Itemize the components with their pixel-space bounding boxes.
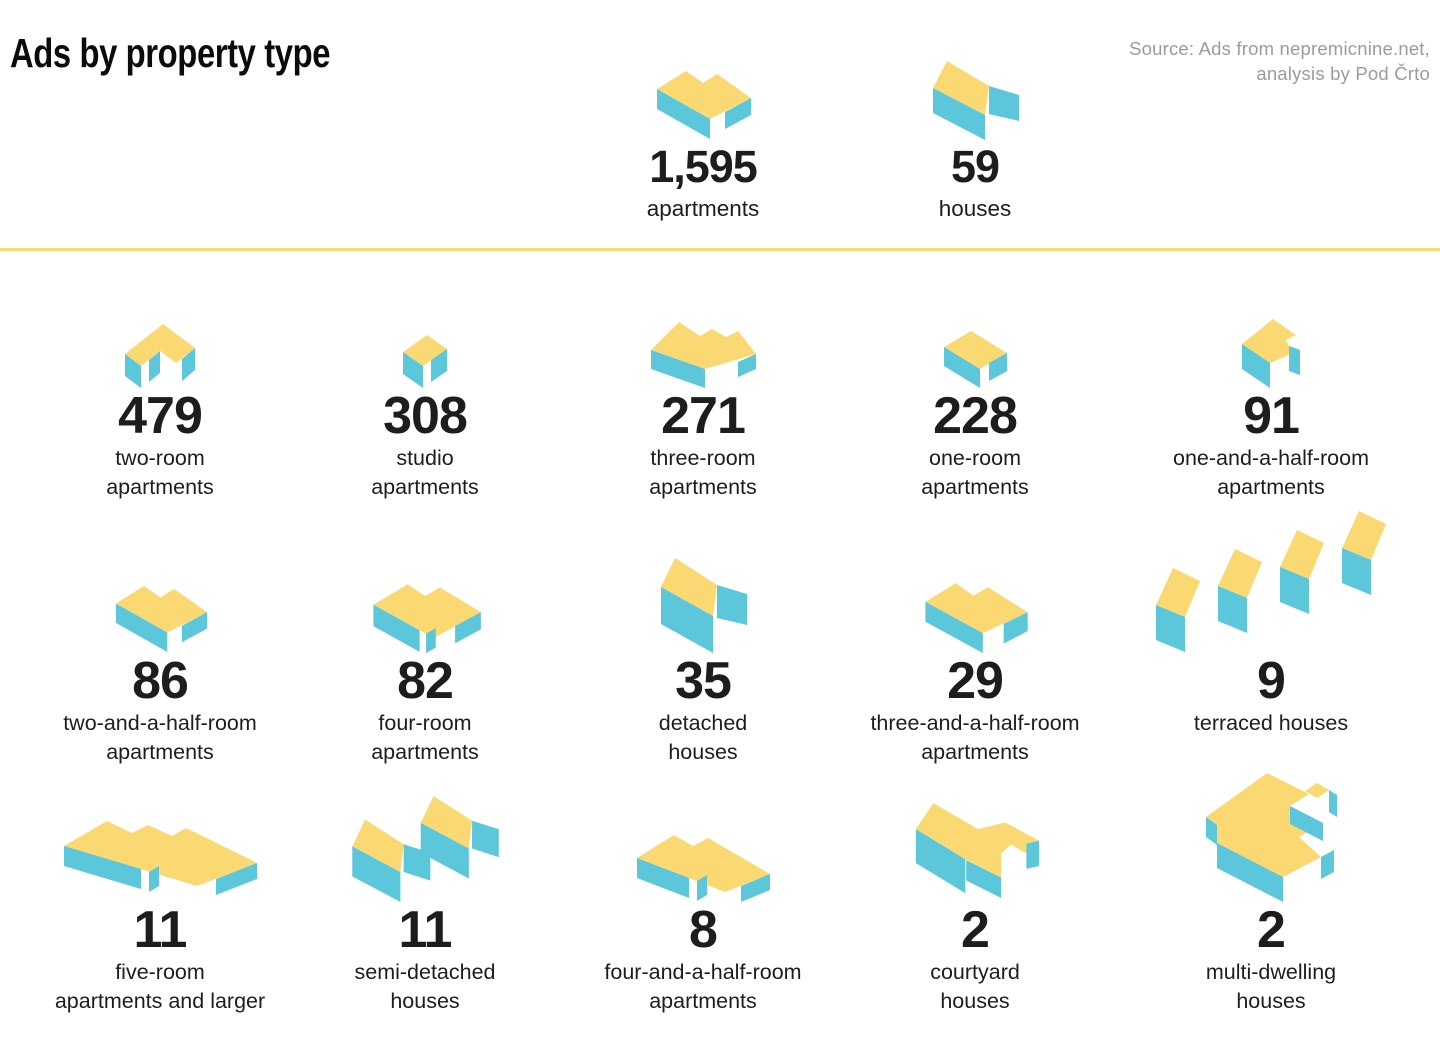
summary-houses: 59 houses (825, 52, 1125, 224)
stat-value: 8 (689, 901, 718, 959)
stat-label: apartments (106, 475, 214, 499)
stat-value: 29 (947, 652, 1004, 710)
stat-value: 86 (132, 652, 189, 710)
stat-label: two-room (115, 446, 205, 470)
stat-two-and-a-half-room-apartments: 86 two-and-a-half-room apartments (10, 505, 310, 767)
stat-label: apartments (371, 740, 479, 764)
four-room-apartments-icon (373, 584, 481, 653)
four-and-a-half-room-apartments-icon (636, 835, 770, 902)
stat-three-and-a-half-room-apartments: 29 three-and-a-half-room apartments (825, 505, 1125, 767)
apartments-total-icon (657, 71, 751, 139)
stat-value: 271 (661, 387, 746, 445)
stat-label: studio (396, 446, 454, 470)
stat-five-room-apartments: 11 five-room apartments and larger (10, 760, 310, 1016)
stat-value: 82 (397, 652, 454, 710)
stat-label: four-room (378, 711, 472, 735)
terraced-houses-icon (1156, 511, 1386, 652)
courtyard-houses-icon (915, 802, 1039, 898)
source-note: Source: Ads from nepremicnine.net, analy… (1129, 36, 1430, 86)
stat-label: apartments (921, 475, 1029, 499)
stat-label: apartments (649, 475, 757, 499)
stat-value: 479 (118, 387, 203, 445)
stat-two-room-apartments: 479 two-room apartments (10, 312, 310, 502)
stat-three-room-apartments: 271 three-room apartments (553, 312, 853, 502)
stat-label: apartments and larger (54, 989, 266, 1013)
stat-label: three-and-a-half-room (870, 711, 1080, 735)
stat-label: five-room (115, 960, 205, 984)
stat-label: semi-detached (354, 960, 496, 984)
stat-label: apartments (921, 740, 1029, 764)
stat-label: three-room (650, 446, 756, 470)
stat-label: four-and-a-half-room (604, 960, 802, 984)
stat-value: 11 (398, 901, 453, 959)
stat-four-room-apartments: 82 four-room apartments (275, 505, 575, 767)
stat-label: courtyard (930, 960, 1020, 984)
stat-label: houses (668, 740, 738, 764)
one-and-a-half-room-apartments-icon (1242, 319, 1300, 388)
stat-value: 308 (383, 387, 468, 445)
studio-apartments-icon (403, 335, 447, 388)
stat-value: 11 (133, 901, 188, 959)
stat-label: apartments (1217, 475, 1325, 499)
divider (0, 248, 1440, 251)
stat-value: 2 (1257, 901, 1286, 959)
stat-label: apartments (106, 740, 214, 764)
stat-value: 91 (1243, 387, 1300, 445)
summary-houses-value: 59 (950, 141, 1000, 192)
stat-terraced-houses: 9 terraced houses (1121, 505, 1421, 738)
stat-label: apartments (649, 989, 757, 1013)
three-room-apartments-icon (651, 322, 756, 388)
stat-value: 35 (675, 652, 732, 710)
stat-label: one-and-a-half-room (1173, 446, 1369, 470)
stat-detached-houses: 35 detached houses (553, 505, 853, 767)
houses-total-icon (932, 61, 1019, 140)
page-title: Ads by property type (10, 30, 331, 76)
stat-semi-detached-houses: 11 semi-detached houses (275, 760, 575, 1016)
summary-houses-label: houses (938, 196, 1012, 221)
stat-label: houses (1236, 989, 1306, 1013)
stat-value: 2 (961, 901, 990, 959)
stat-multi-dwelling-houses: 2 multi-dwelling houses (1121, 760, 1421, 1016)
stat-label: multi-dwelling (1205, 960, 1337, 984)
source-line-1: Source: Ads from nepremicnine.net, (1129, 38, 1430, 59)
stat-one-room-apartments: 228 one-room apartments (825, 312, 1125, 502)
one-room-apartments-icon (943, 331, 1007, 388)
stat-studio-apartments: 308 studio apartments (275, 312, 575, 502)
stat-label: apartments (371, 475, 479, 499)
summary-apartments-value: 1,595 (649, 141, 758, 192)
stat-label: two-and-a-half-room (63, 711, 257, 735)
stat-label: one-room (928, 446, 1021, 470)
stat-label: detached (658, 711, 748, 735)
semi-detached-houses-icon (352, 796, 499, 902)
summary-apartments-label: apartments (646, 196, 760, 221)
stat-label: terraced houses (1193, 711, 1349, 735)
source-line-2: analysis by Pod Črto (1256, 63, 1430, 84)
five-room-apartments-icon (63, 821, 257, 895)
stat-courtyard-houses: 2 courtyard houses (825, 760, 1125, 1016)
stat-four-and-a-half-room-apartments: 8 four-and-a-half-room apartments (553, 760, 853, 1016)
stat-value: 228 (933, 387, 1018, 445)
stat-label: houses (940, 989, 1010, 1013)
multi-dwelling-houses-icon (1206, 773, 1337, 902)
summary-apartments: 1,595 apartments (553, 52, 853, 224)
stat-value: 9 (1257, 652, 1286, 710)
stat-label: houses (390, 989, 460, 1013)
two-room-apartments-icon (125, 324, 195, 388)
detached-houses-icon (660, 558, 747, 653)
three-and-a-half-room-apartments-icon (924, 583, 1028, 653)
stat-one-and-a-half-room-apartments: 91 one-and-a-half-room apartments (1121, 312, 1421, 502)
two-and-a-half-room-apartments-icon (115, 585, 207, 652)
